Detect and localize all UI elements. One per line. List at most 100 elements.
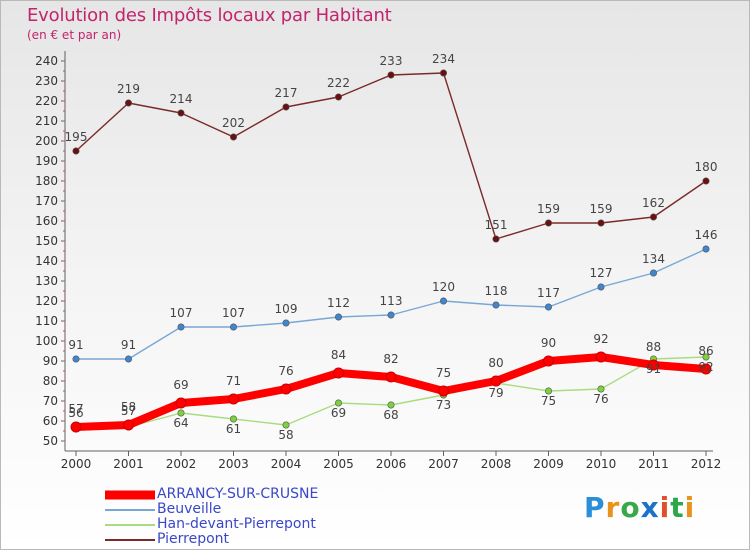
data-label: 219 [117,82,140,96]
x-tick-label: 2009 [533,457,564,471]
data-label: 75 [436,366,451,380]
data-point [649,269,657,277]
data-label: 71 [226,374,241,388]
legend-label: Han-devant-Pierrepont [157,516,316,532]
data-label: 73 [436,398,451,412]
data-point [702,353,710,361]
data-point [544,387,552,395]
data-point [544,219,552,227]
data-point [595,351,607,363]
x-tick-label: 2001 [113,457,144,471]
data-label: 217 [275,86,298,100]
data-point [177,323,185,331]
data-point [387,71,395,79]
data-label: 76 [278,364,293,378]
y-tick-label: 160 [35,214,58,228]
legend-swatch [105,523,155,526]
y-tick-label: 170 [35,194,58,208]
data-label: 58 [121,400,136,414]
x-tick-label: 2004 [271,457,302,471]
data-point [702,245,710,253]
data-point [334,93,342,101]
y-tick-label: 90 [43,354,58,368]
data-label: 84 [331,348,346,362]
x-tick-label: 2000 [61,457,92,471]
y-tick-label: 80 [43,374,58,388]
data-point [490,375,502,387]
proxiti-logo: Proxiti [584,491,696,524]
data-point [177,109,185,117]
data-label: 91 [121,338,136,352]
data-label: 92 [698,360,713,374]
data-point [125,99,133,107]
y-tick-label: 210 [35,114,58,128]
x-tick-label: 2011 [638,457,669,471]
data-point [597,219,605,227]
y-tick-label: 110 [35,314,58,328]
data-label: 79 [488,386,503,400]
x-tick-label: 2010 [586,457,617,471]
data-point [492,301,500,309]
y-tick-label: 220 [35,94,58,108]
data-label: 82 [383,352,398,366]
y-tick-label: 180 [35,174,58,188]
y-tick-label: 140 [35,254,58,268]
data-point [282,421,290,429]
data-point [544,303,552,311]
legend-label: Beuveille [157,501,222,517]
y-tick-label: 150 [35,234,58,248]
data-label: 112 [327,296,350,310]
x-tick-label: 2008 [481,457,512,471]
data-label: 92 [593,332,608,346]
data-point [649,213,657,221]
x-tick-label: 2005 [323,457,354,471]
y-tick-label: 100 [35,334,58,348]
data-label: 68 [383,408,398,422]
data-label: 91 [646,362,661,376]
data-point [230,415,238,423]
data-label: 118 [485,284,508,298]
legend-swatch [105,538,155,541]
data-point [438,385,449,397]
legend-swatch [105,508,155,511]
data-point [385,371,397,383]
data-point [543,355,554,367]
x-tick-label: 2002 [166,457,197,471]
data-label: 214 [170,92,193,106]
data-point [439,69,447,77]
y-tick-label: 120 [35,294,58,308]
data-point [439,297,447,305]
data-label: 202 [222,116,245,130]
data-point [282,103,290,111]
data-label: 134 [642,252,665,266]
data-label: 195 [65,130,88,144]
y-tick-label: 50 [43,434,58,448]
data-label: 159 [590,202,613,216]
x-tick-label: 2007 [428,457,459,471]
data-point [334,399,342,407]
data-label: 222 [327,76,350,90]
data-label: 90 [541,336,556,350]
data-point [177,409,185,417]
data-label: 64 [173,416,188,430]
y-tick-label: 200 [35,134,58,148]
data-label: 113 [380,294,403,308]
data-point [123,419,134,431]
data-point [125,355,133,363]
data-point [597,283,605,291]
data-label: 234 [432,52,455,66]
x-tick-label: 2012 [691,457,722,471]
data-label: 91 [68,338,83,352]
data-point [70,421,82,433]
x-tick-label: 2006 [376,457,407,471]
data-label: 127 [590,266,613,280]
data-label: 109 [275,302,298,316]
data-label: 56 [68,406,83,420]
data-point [387,311,395,319]
data-point [230,133,238,141]
data-label: 146 [695,228,718,242]
data-point [648,359,659,371]
data-point [702,177,710,185]
